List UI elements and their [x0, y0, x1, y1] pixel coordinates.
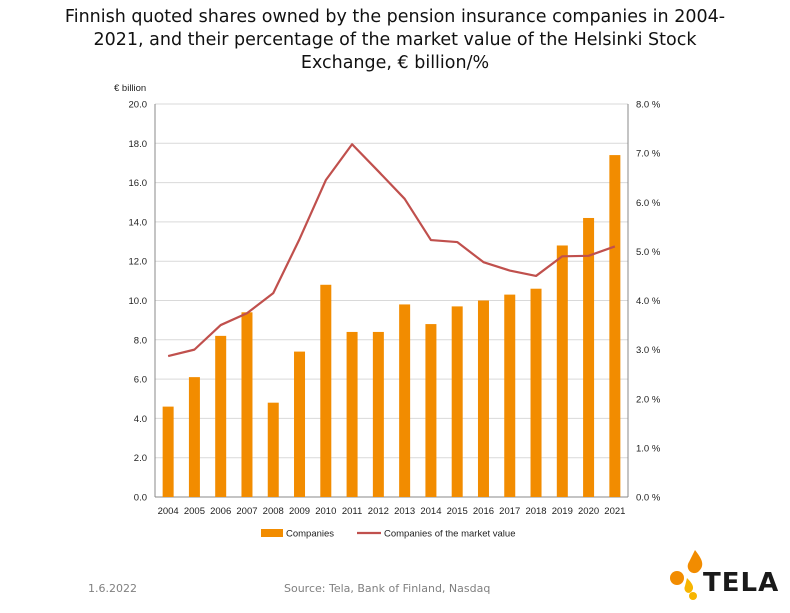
bar: [477, 300, 489, 497]
tela-logo-text: TELA: [703, 568, 780, 598]
chart-title-line-1: Finnish quoted shares owned by the pensi…: [64, 7, 726, 27]
tela-logo-drops-icon: [670, 550, 703, 600]
x-tick-label: 2006: [210, 506, 231, 517]
chart-title-line-2: 2021, and their percentage of the market…: [93, 30, 697, 50]
y-tick-label: 12.0: [129, 257, 148, 268]
y-tick-label: 2.0: [134, 453, 147, 464]
y-tick-label: 16.0: [129, 178, 148, 189]
x-tick-label: 2009: [289, 506, 310, 517]
y-tick-label: 20.0: [129, 100, 148, 111]
x-tick-label: 2010: [315, 506, 336, 517]
footer-date: 1.6.2022: [88, 582, 137, 595]
x-tick-label: 2019: [552, 506, 573, 517]
x-tick-label: 2011: [342, 506, 362, 517]
x-tick-label: 2005: [184, 506, 205, 517]
x-tick-label: 2017: [499, 506, 520, 517]
legend-label-companies: Companies: [286, 529, 334, 540]
y-tick-label: 10.0: [129, 296, 148, 307]
bar: [583, 217, 595, 497]
x-tick-label: 2013: [394, 506, 415, 517]
bar: [451, 306, 463, 497]
bar: [294, 351, 306, 497]
market-value-line: [167, 143, 616, 358]
bar: [188, 377, 200, 497]
y2-tick-label: 4.0 %: [636, 296, 661, 307]
bar: [399, 304, 411, 497]
y2-tick-label: 2.0 %: [636, 394, 661, 405]
legend-label-market-value: Companies of the market value: [384, 529, 515, 540]
y-tick-label: 6.0: [134, 375, 147, 386]
footer-source: Source: Tela, Bank of Finland, Nasdaq: [284, 582, 491, 595]
x-tick-label: 2015: [447, 506, 468, 517]
y2-tick-label: 0.0 %: [636, 493, 661, 504]
y2-tick-label: 8.0 %: [636, 100, 661, 111]
bar: [425, 324, 437, 497]
x-tick-label: 2020: [578, 506, 599, 517]
bar: [504, 294, 516, 497]
bar: [162, 406, 174, 497]
bar: [346, 331, 358, 497]
x-tick-label: 2012: [368, 506, 389, 517]
bar: [267, 402, 279, 497]
y2-tick-label: 1.0 %: [636, 443, 661, 454]
x-tick-label: 2016: [473, 506, 494, 517]
bar: [609, 155, 621, 497]
y2-tick-label: 3.0 %: [636, 345, 661, 356]
chart-title-line-3: Exchange, € billion/%: [300, 53, 490, 73]
x-tick-label: 2021: [604, 506, 625, 517]
y2-tick-label: 5.0 %: [636, 247, 661, 258]
y-tick-label: 0.0: [134, 493, 147, 504]
bar: [241, 312, 253, 497]
x-tick-label: 2018: [525, 506, 546, 517]
y2-tick-label: 7.0 %: [636, 149, 661, 160]
bar: [320, 284, 332, 497]
legend-swatch-companies: [261, 529, 283, 537]
y-axis-label: € billion: [114, 83, 146, 94]
chart-title: Finnish quoted shares owned by the pensi…: [40, 6, 750, 75]
x-tick-label: 2007: [236, 506, 257, 517]
bar: [556, 245, 568, 497]
x-tick-label: 2008: [263, 506, 284, 517]
bar: [215, 335, 227, 497]
bar: [530, 288, 542, 497]
y2-tick-label: 6.0 %: [636, 198, 661, 209]
y-tick-label: 14.0: [129, 217, 148, 228]
tela-logo: TELA: [665, 548, 785, 608]
bar: [372, 331, 384, 497]
x-tick-label: 2014: [420, 506, 441, 517]
y-tick-label: 8.0: [134, 335, 147, 346]
x-tick-label: 2004: [158, 506, 179, 517]
y-tick-label: 18.0: [129, 139, 148, 150]
y-tick-label: 4.0: [134, 414, 147, 425]
